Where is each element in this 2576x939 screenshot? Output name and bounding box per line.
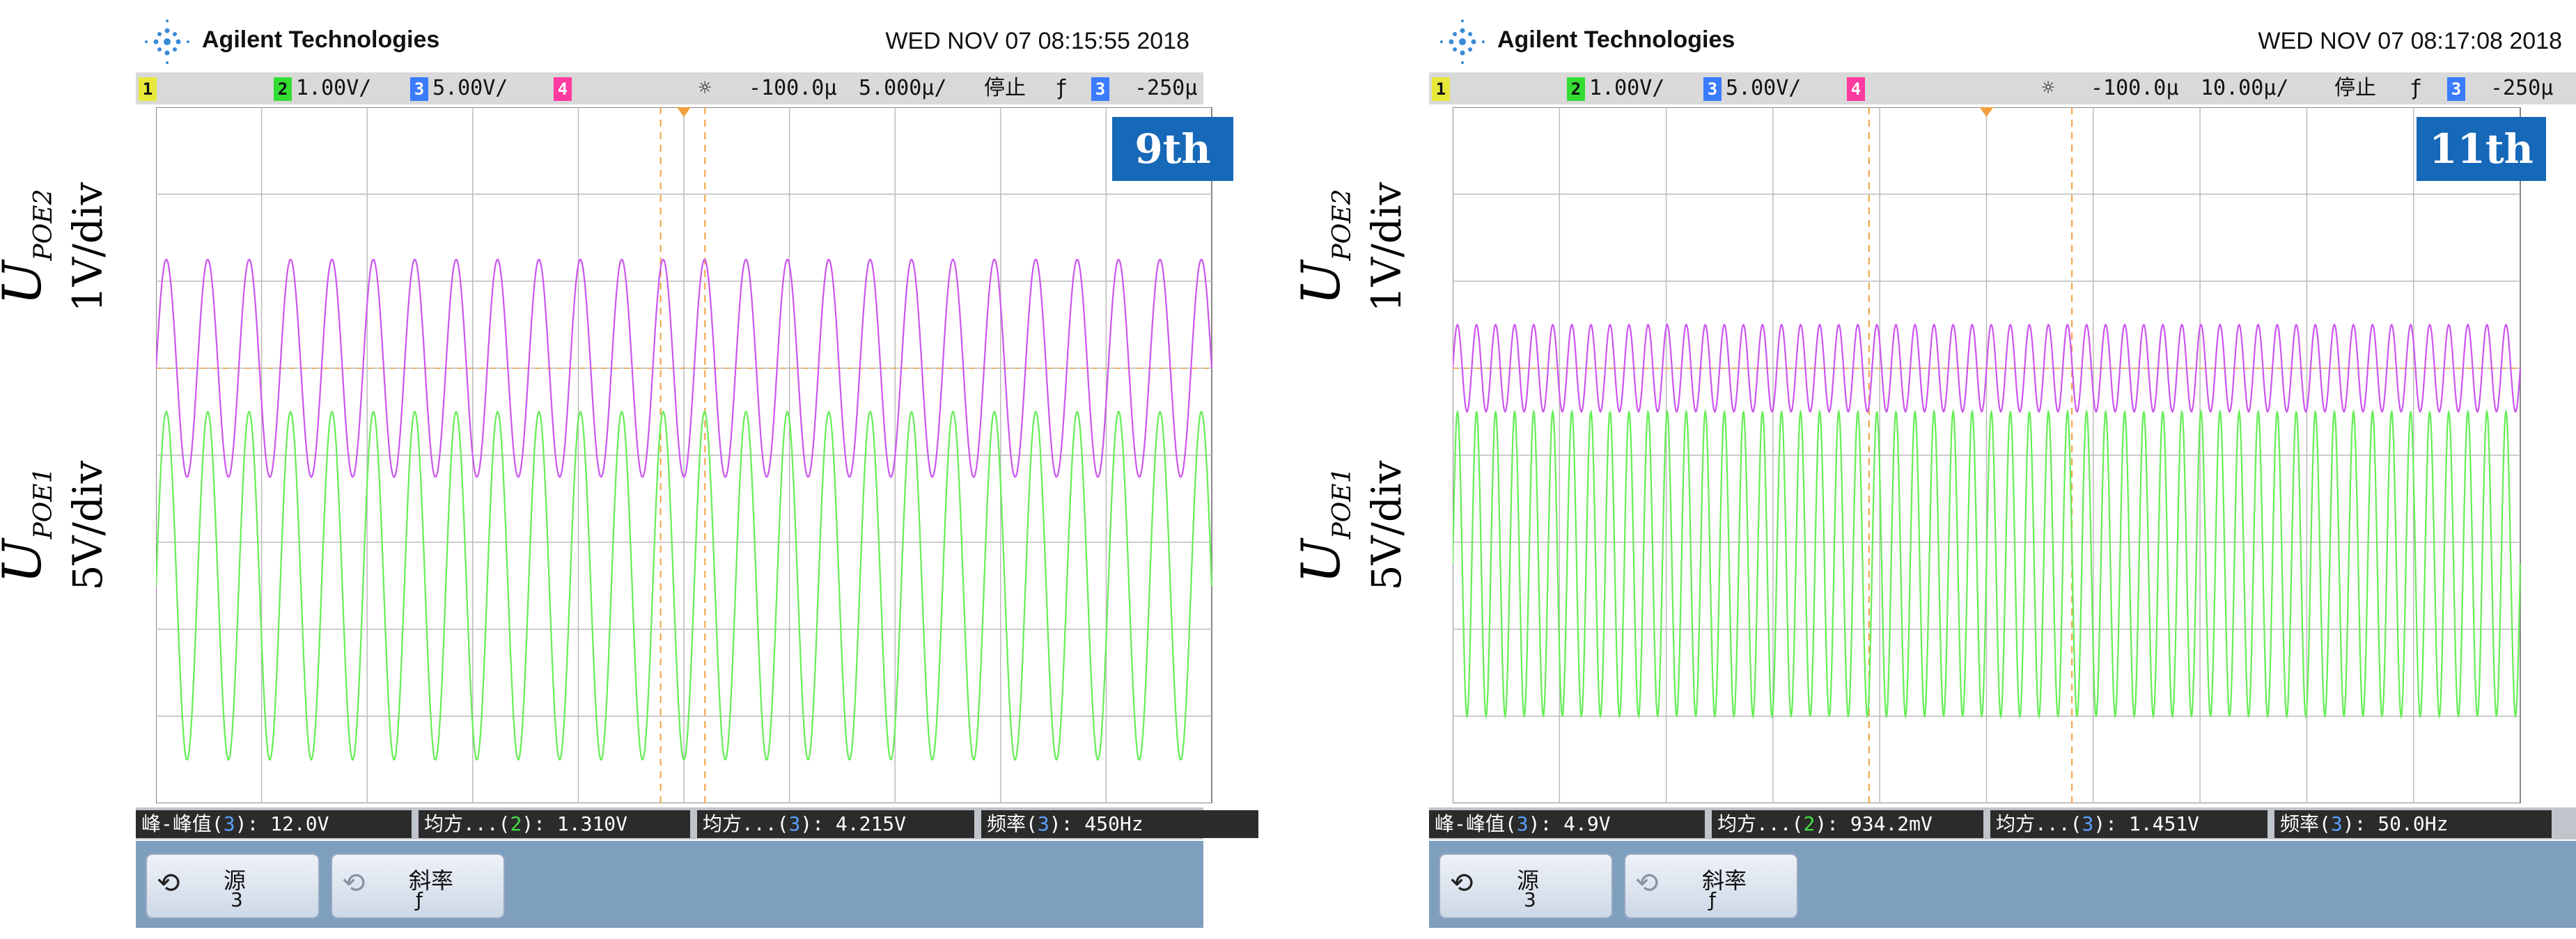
brand-name: Agilent Technologies <box>1497 26 1735 53</box>
intensity-icon: ☼ <box>698 76 712 100</box>
time-scale: 10.00µ/ <box>2201 76 2289 100</box>
trigger-level: -250µ <box>2490 76 2554 100</box>
channel-2-scale: 1.00V/ <box>1589 76 1665 100</box>
softkey-source[interactable]: ⟲ 源 3 <box>146 853 320 919</box>
channel-3-scale: 5.00V/ <box>432 76 508 100</box>
trigger-channel: 3 <box>2447 77 2465 101</box>
channel-1-indicator[interactable]: 1 <box>139 77 157 101</box>
channel-3-indicator[interactable]: 3 <box>410 77 428 101</box>
harmonic-badge: 9th <box>1112 117 1233 181</box>
datetime: WED NOV 07 08:15:55 2018 <box>885 28 1189 54</box>
softkey-slope[interactable]: ⟲ 斜率 ƒ <box>1624 853 1798 919</box>
channel-4-indicator[interactable]: 4 <box>1847 77 1865 101</box>
scope-graticule: 32 <box>1453 107 2522 803</box>
waveform-area: UPOE2 1V/div UPOE1 5V/div 32 9th <box>0 104 1233 804</box>
channel-3-indicator[interactable]: 3 <box>1703 77 1722 101</box>
upper-trace-label: UPOE2 1V/div <box>0 182 112 313</box>
channel-4-indicator[interactable]: 4 <box>554 77 572 101</box>
intensity-icon: ☼ <box>2042 76 2055 100</box>
measurement-bar: 峰-峰值(3): 4.9V 均方...(2): 934.2mV 均方...(3)… <box>1429 807 2576 839</box>
softkey-bar: ⟲ 源 3 ⟲ 斜率 ƒ <box>1429 841 2576 928</box>
trigger-edge-icon: ƒ <box>2410 76 2423 100</box>
brand-name: Agilent Technologies <box>202 26 440 53</box>
waveform-area: UPOE2 1V/div UPOE1 5V/div 32 11th <box>1290 104 2576 804</box>
measurement-rms-ch3: 均方...(3): 1.451V <box>1990 810 2267 838</box>
scope-status-bar: 1 2 1.00V/ 3 5.00V/ 4 ☼ -100.0µ 10.00µ/ 停止… <box>1429 72 2576 104</box>
trigger-position-marker <box>1979 107 1994 117</box>
green-waveform <box>1453 409 2522 720</box>
channel-2-scale: 1.00V/ <box>296 76 372 100</box>
time-offset: -100.0µ <box>749 76 837 100</box>
channel-2-indicator[interactable]: 2 <box>1567 77 1585 101</box>
scope-header: Agilent Technologies WED NOV 07 08:17:08… <box>1309 14 2576 70</box>
softkey-source[interactable]: ⟲ 源 3 <box>1439 853 1613 919</box>
rotate-knob-icon: ⟲ <box>1635 868 1659 899</box>
time-offset: -100.0µ <box>2091 76 2179 100</box>
measurement-peak-to-peak: 峰-峰值(3): 12.0V <box>136 810 412 838</box>
softkey-bar: ⟲ 源 3 ⟲ 斜率 ƒ <box>136 841 1203 928</box>
run-state: 停止 <box>2334 76 2376 100</box>
run-state: 停止 <box>984 76 1026 100</box>
scope-panel-9th: Agilent Technologies WED NOV 07 08:15:55… <box>0 0 1258 939</box>
agilent-spark-logo-icon <box>1440 19 1485 64</box>
scope-header: Agilent Technologies WED NOV 07 08:15:55… <box>0 14 1203 70</box>
purple-waveform <box>156 258 1213 478</box>
channel-3-scale: 5.00V/ <box>1726 76 1802 100</box>
channel-2-indicator[interactable]: 2 <box>274 77 292 101</box>
lower-trace-label: UPOE1 5V/div <box>1290 460 1411 591</box>
measurement-frequency: 频率(3): 50.0Hz <box>2274 810 2552 838</box>
datetime: WED NOV 07 08:17:08 2018 <box>2258 28 2562 54</box>
harmonic-badge: 11th <box>2417 117 2546 181</box>
purple-waveform <box>1453 323 2522 413</box>
softkey-slope[interactable]: ⟲ 斜率 ƒ <box>331 853 505 919</box>
trigger-level: -250µ <box>1134 76 1198 100</box>
measurement-frequency: 频率(3): 450Hz <box>981 810 1258 838</box>
rotate-knob-icon: ⟲ <box>342 868 366 899</box>
trigger-channel: 3 <box>1091 77 1109 101</box>
measurement-rms-ch3: 均方...(3): 4.215V <box>697 810 974 838</box>
lower-trace-label: UPOE1 5V/div <box>0 460 112 591</box>
scope-panel-11th: Agilent Technologies WED NOV 07 08:17:08… <box>1290 0 2576 939</box>
upper-trace-label: UPOE2 1V/div <box>1290 182 1411 313</box>
time-scale: 5.000µ/ <box>859 76 947 100</box>
scope-graticule: 32 <box>156 107 1213 803</box>
measurement-bar: 峰-峰值(3): 12.0V 均方...(2): 1.310V 均方...(3)… <box>136 807 1258 839</box>
measurement-rms-ch2: 均方...(2): 934.2mV <box>1712 810 1983 838</box>
rotate-knob-icon: ⟲ <box>1450 868 1474 899</box>
trigger-edge-icon: ƒ <box>1055 76 1068 100</box>
agilent-spark-logo-icon <box>145 19 189 64</box>
green-waveform <box>156 411 1213 762</box>
rotate-knob-icon: ⟲ <box>157 868 180 899</box>
measurement-rms-ch2: 均方...(2): 1.310V <box>419 810 690 838</box>
measurement-peak-to-peak: 峰-峰值(3): 4.9V <box>1429 810 1705 838</box>
scope-status-bar: 1 2 1.00V/ 3 5.00V/ 4 ☼ -100.0µ 5.000µ/ 停止… <box>136 72 1203 104</box>
channel-1-indicator[interactable]: 1 <box>1432 77 1450 101</box>
trigger-position-marker <box>677 107 691 117</box>
